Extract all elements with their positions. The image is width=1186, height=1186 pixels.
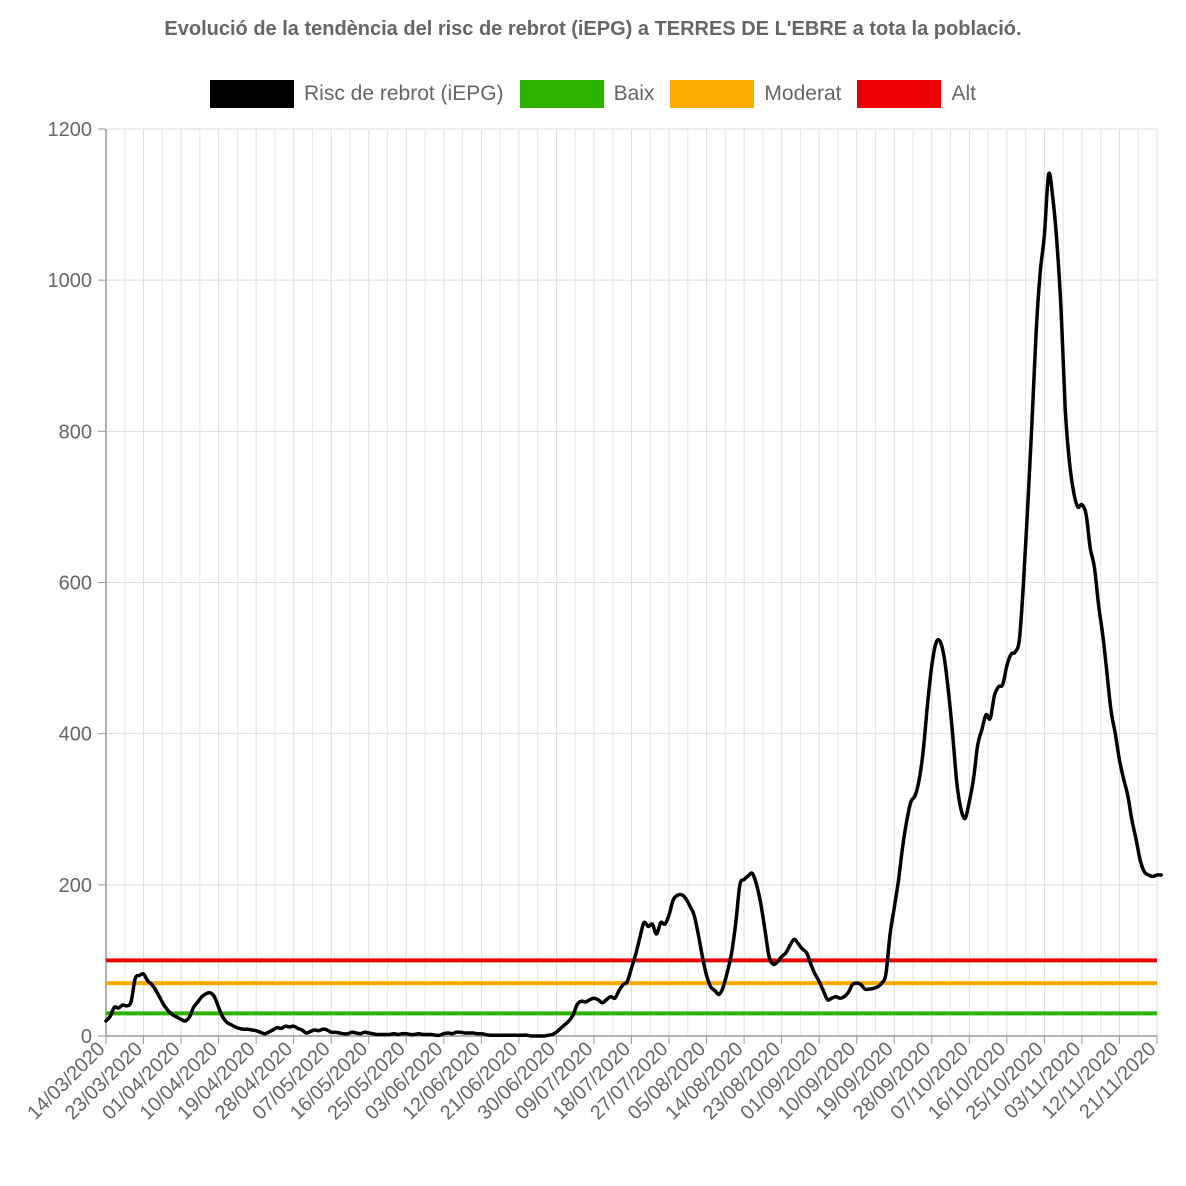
y-tick-label: 0 bbox=[81, 1026, 92, 1048]
legend-swatch-baix bbox=[519, 80, 604, 108]
y-tick-label: 600 bbox=[59, 573, 92, 595]
y-tick-label: 1200 bbox=[48, 119, 93, 141]
legend-item-moderat[interactable]: Moderat bbox=[670, 80, 841, 108]
chart-title: Evolució de la tendència del risc de reb… bbox=[164, 18, 1022, 40]
legend: Risc de rebrot (iEPG) Baix Moderat Alt bbox=[0, 80, 1186, 108]
legend-label-baix: Baix bbox=[613, 82, 655, 105]
legend-label-moderat: Moderat bbox=[764, 82, 842, 105]
legend-swatch-moderat bbox=[670, 80, 755, 108]
legend-item-baix[interactable]: Baix bbox=[519, 80, 655, 108]
legend-label-alt: Alt bbox=[951, 82, 976, 105]
series-line-iepg bbox=[104, 171, 1163, 1038]
y-tick-label: 400 bbox=[59, 724, 92, 746]
legend-item-alt[interactable]: Alt bbox=[857, 80, 976, 108]
legend-swatch-iepg bbox=[210, 80, 294, 108]
y-tick-label: 800 bbox=[59, 421, 92, 443]
legend-item-iepg[interactable]: Risc de rebrot (iEPG) bbox=[210, 80, 504, 108]
legend-label-iepg: Risc de rebrot (iEPG) bbox=[304, 82, 504, 105]
y-tick-label: 200 bbox=[59, 875, 92, 897]
legend-swatch-alt bbox=[857, 80, 942, 108]
y-tick-label: 1000 bbox=[48, 270, 93, 292]
